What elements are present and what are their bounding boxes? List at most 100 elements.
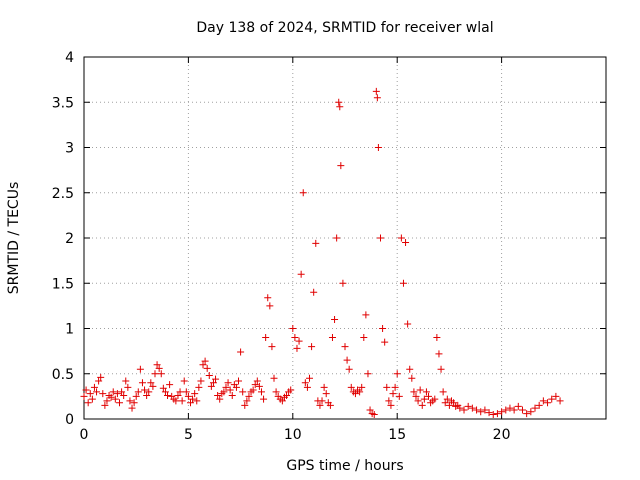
data-point xyxy=(489,410,497,418)
data-point xyxy=(207,382,215,390)
data-point xyxy=(464,402,472,410)
data-point xyxy=(422,388,430,396)
data-point xyxy=(109,388,117,396)
data-point xyxy=(212,375,220,383)
data-point xyxy=(381,338,389,346)
data-point xyxy=(293,344,301,352)
chart-title: Day 138 of 2024, SRMTID for receiver wla… xyxy=(196,20,493,36)
data-point xyxy=(184,392,192,400)
x-tick-label: 20 xyxy=(493,427,511,443)
data-point xyxy=(358,383,366,391)
data-point xyxy=(418,401,426,409)
data-point xyxy=(141,386,149,394)
data-point xyxy=(326,401,334,409)
data-point xyxy=(433,334,441,342)
data-point xyxy=(373,94,381,102)
data-point xyxy=(364,370,372,378)
data-point xyxy=(95,377,103,385)
data-point xyxy=(264,294,272,302)
data-point xyxy=(86,390,94,398)
data-point xyxy=(420,395,428,403)
data-point xyxy=(439,388,447,396)
x-tick-label: 0 xyxy=(80,427,89,443)
data-point xyxy=(416,386,424,394)
data-point xyxy=(360,334,368,342)
data-point xyxy=(241,401,249,409)
data-point xyxy=(372,87,380,95)
data-point xyxy=(402,239,410,247)
data-point xyxy=(539,397,547,405)
data-point xyxy=(120,391,128,399)
data-point xyxy=(337,162,345,170)
data-point xyxy=(197,377,205,385)
data-point xyxy=(237,348,245,356)
data-point xyxy=(351,390,359,398)
data-point xyxy=(226,386,234,394)
data-point xyxy=(328,334,336,342)
data-point xyxy=(289,325,297,332)
data-point xyxy=(320,383,328,391)
data-point xyxy=(343,356,351,364)
data-point xyxy=(124,383,132,391)
data-point xyxy=(253,377,261,385)
data-point xyxy=(90,383,98,391)
data-point xyxy=(312,239,320,247)
data-point xyxy=(101,401,109,409)
data-point xyxy=(410,388,418,396)
data-point xyxy=(257,388,265,396)
data-point xyxy=(385,397,393,405)
data-point xyxy=(404,320,412,328)
data-point xyxy=(477,408,485,416)
data-point xyxy=(209,379,217,387)
data-point xyxy=(97,373,105,381)
y-tick-label: 3.5 xyxy=(52,95,74,111)
data-point xyxy=(149,382,157,390)
y-tick-label: 2 xyxy=(65,231,74,247)
data-point xyxy=(336,103,344,111)
data-point xyxy=(99,390,107,398)
data-point xyxy=(138,379,146,387)
y-tick-label: 3 xyxy=(65,141,74,157)
data-point xyxy=(164,391,172,399)
data-point xyxy=(331,315,339,323)
data-point xyxy=(151,370,159,378)
data-point xyxy=(178,397,186,405)
data-point xyxy=(166,381,174,389)
data-point xyxy=(548,395,556,403)
data-point xyxy=(443,395,451,403)
data-point xyxy=(161,388,169,396)
data-point xyxy=(408,374,416,382)
data-point xyxy=(397,234,405,242)
data-point xyxy=(523,410,531,418)
x-tick-label: 15 xyxy=(388,427,406,443)
data-point xyxy=(431,395,439,403)
data-point xyxy=(510,406,518,414)
data-point xyxy=(445,401,453,409)
data-point xyxy=(473,406,481,414)
data-point xyxy=(395,392,403,400)
axis-ticks: 0 5 10 15 20 0 0.5 1 1.5 2 2.5 3 3.5 4 xyxy=(52,50,606,443)
data-point xyxy=(552,392,560,400)
data-point xyxy=(441,399,449,407)
data-point xyxy=(214,391,222,399)
data-point xyxy=(203,364,211,372)
data-point xyxy=(270,374,278,382)
data-point xyxy=(518,406,526,414)
y-tick-label: 1.5 xyxy=(52,276,74,292)
data-point xyxy=(335,98,343,106)
data-point xyxy=(201,357,209,365)
data-point xyxy=(182,388,190,396)
data-point xyxy=(189,395,197,403)
data-point xyxy=(535,401,543,409)
data-point xyxy=(82,386,90,394)
data-point xyxy=(186,399,194,407)
data-point xyxy=(339,279,347,287)
data-point xyxy=(191,390,199,398)
data-point xyxy=(122,377,130,385)
data-point xyxy=(287,386,295,394)
data-point xyxy=(301,379,309,387)
data-point xyxy=(531,404,539,412)
data-point xyxy=(341,343,349,351)
data-point xyxy=(303,383,311,391)
data-point xyxy=(132,392,140,400)
